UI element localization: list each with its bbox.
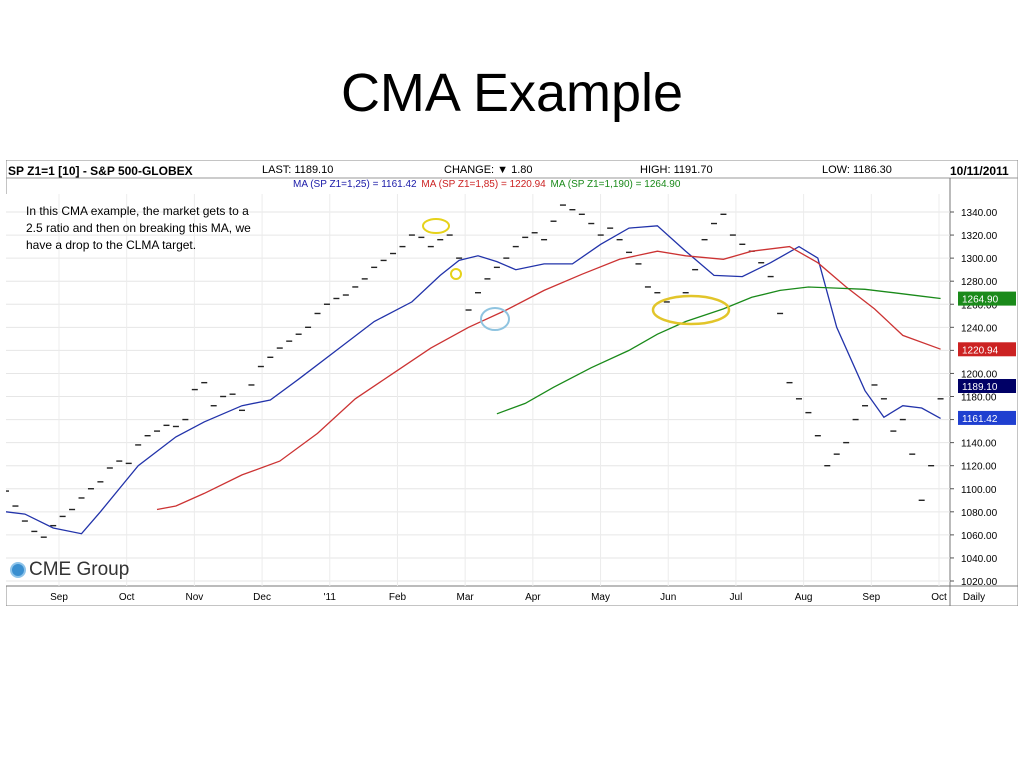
x-tick-label: Jun — [660, 592, 676, 603]
price-chart: 1340.00 1320.00 1300.00 1280.00 1260.00 1240.… — [3, 159, 1019, 607]
ma-legend-85: MA (SP Z1=1,85) = 1220.94 — [421, 179, 546, 190]
value-tag-label: 1220.94 — [962, 345, 999, 356]
x-tick-label: Daily — [963, 592, 985, 603]
last-price: LAST: 1189.10 — [262, 164, 334, 176]
symbol-label: SP Z1=1 [10] - S&P 500-GLOBEX — [8, 164, 193, 178]
x-tick-label: Dec — [253, 592, 271, 603]
x-tick-label: Oct — [119, 592, 135, 603]
change-value: CHANGE: ▼ 1.80 — [444, 164, 533, 176]
ma-legend-25: MA (SP Z1=1,25) = 1161.42 — [293, 179, 417, 190]
y-tick-label: 1080.00 — [961, 508, 998, 519]
y-tick-label: 1240.00 — [961, 323, 998, 334]
highlight-ellipse-yellow-large — [651, 294, 731, 326]
x-tick-label: Feb — [389, 592, 407, 603]
plot-area — [6, 194, 950, 586]
slide-title: CMA Example — [340, 63, 684, 123]
value-tag-bg — [958, 291, 1016, 306]
value-tag-bg — [958, 410, 1016, 425]
globe-icon — [10, 562, 26, 578]
x-tick-label: Aug — [795, 592, 813, 603]
y-tick-label: 1040.00 — [961, 554, 998, 565]
value-tag-bg — [958, 379, 1016, 394]
highlight-circle-yellow-top — [422, 218, 450, 234]
x-tick-label: Nov — [185, 592, 203, 603]
y-tick-label: 1200.00 — [961, 369, 998, 380]
ma-line-1 — [156, 245, 941, 511]
cme-group-logo: CME Group — [10, 559, 129, 581]
y-tick-label: 1300.00 — [961, 254, 998, 265]
x-tick-label: Sep — [862, 592, 880, 603]
x-tick-label: Oct — [931, 592, 947, 603]
low-value: LOW: 1186.30 — [822, 164, 892, 176]
logo-text: CME Group — [29, 559, 130, 580]
chart-panel: 1340.00 1320.00 1300.00 1280.00 1260.00 1240.… — [3, 159, 1019, 607]
high-value: HIGH: 1191.70 — [640, 164, 713, 176]
annotation-text: In this CMA example, the market gets to … — [26, 204, 251, 252]
x-tick-label: '11 — [324, 592, 337, 603]
y-tick-label: 1260.00 — [961, 300, 998, 311]
y-tick-label: 1340.00 — [961, 208, 998, 219]
y-tick-label: 1020.00 — [961, 577, 998, 588]
y-tick-label: 1100.00 — [961, 485, 997, 496]
value-tag-label: 1161.42 — [962, 414, 998, 425]
value-tag-label: 1189.10 — [962, 382, 998, 393]
x-tick-label: Mar — [457, 592, 475, 603]
x-tick-label: May — [591, 592, 610, 603]
y-tick-label: 1180.00 — [961, 393, 997, 404]
y-tick-label: 1120.00 — [961, 462, 997, 473]
ma-legend: MA (SP Z1=1,25) = 1161.42 MA (SP Z1=1,85… — [293, 179, 682, 190]
x-tick-label: Apr — [525, 592, 541, 603]
y-tick-label: 1280.00 — [961, 277, 998, 288]
value-tag-bg — [958, 342, 1016, 357]
date-label: 10/11/2011 — [950, 164, 1009, 178]
value-tag-label: 1264.90 — [962, 295, 999, 306]
y-tick-label: 1320.00 — [961, 231, 998, 242]
ma-legend-190: MA (SP Z1=1,190) = 1264.90 — [550, 179, 681, 190]
y-tick-label: 1140.00 — [961, 439, 997, 450]
x-tick-label: Sep — [50, 592, 68, 603]
x-tick-label: Jul — [730, 592, 743, 603]
highlight-circle-blue — [480, 307, 510, 331]
ma-line-0 — [5, 225, 941, 535]
highlight-circle-yellow-small — [450, 268, 462, 280]
ma-line-2 — [496, 286, 941, 415]
y-tick-label: 1060.00 — [961, 531, 998, 542]
